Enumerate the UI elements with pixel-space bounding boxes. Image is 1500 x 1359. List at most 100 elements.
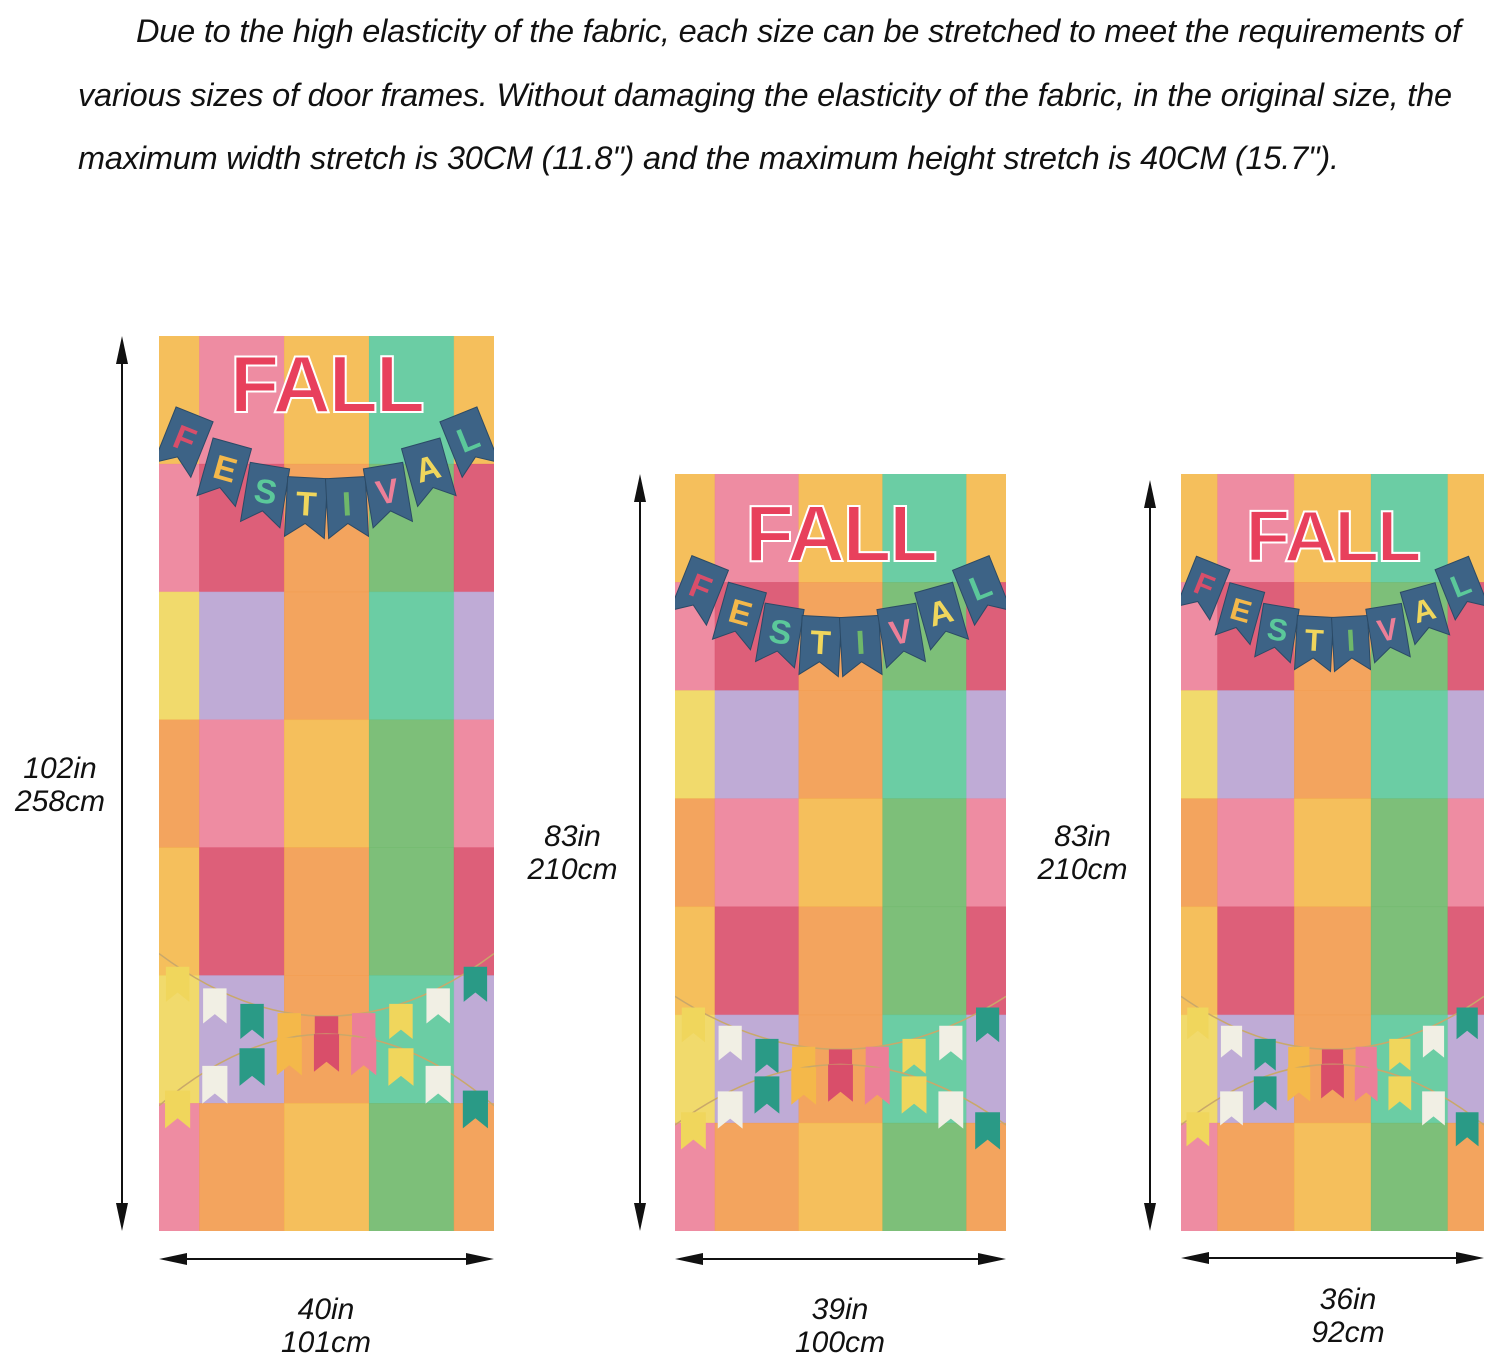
check-tile xyxy=(159,719,200,848)
check-tile xyxy=(453,975,494,1104)
festival-flag: L xyxy=(951,555,1006,627)
check-tile xyxy=(798,474,883,583)
check-tile xyxy=(882,798,967,908)
pennant-flag xyxy=(939,1025,963,1061)
check-tile xyxy=(159,847,200,976)
pennant-flag xyxy=(1354,1067,1378,1102)
pennant-flag xyxy=(938,1091,964,1129)
check-tile xyxy=(714,1122,800,1231)
pennant-flag xyxy=(313,1034,340,1072)
pennant-flag xyxy=(389,1003,413,1039)
pennant-flag xyxy=(828,1064,853,1102)
check-tile xyxy=(1447,798,1484,908)
check-tile xyxy=(453,1103,494,1231)
check-tile xyxy=(1294,690,1372,799)
check-tile xyxy=(798,690,883,799)
width-cm-large: 101cm xyxy=(280,1326,372,1359)
check-tile xyxy=(1294,474,1372,583)
width-label-small: 36in 92cm xyxy=(1268,1283,1428,1349)
check-tile xyxy=(1447,1014,1484,1124)
pennant-flag xyxy=(202,1065,228,1104)
check-tile xyxy=(1181,798,1218,908)
check-tile xyxy=(1370,798,1449,908)
pennant-flag xyxy=(680,1112,706,1150)
pennant-flag xyxy=(1220,1091,1243,1126)
check-tile xyxy=(284,591,370,721)
height-arrow-medium xyxy=(630,474,650,1231)
festival-flag: A xyxy=(1399,582,1451,646)
height-cm-medium: 210cm xyxy=(527,853,618,886)
width-in-large: 40in xyxy=(297,1293,355,1326)
pennant-flag xyxy=(1389,1038,1411,1071)
width-in-medium: 39in xyxy=(811,1293,869,1326)
pennant-flag xyxy=(976,1007,1000,1043)
pennant-flag xyxy=(240,1003,264,1039)
check-tile xyxy=(1181,690,1218,799)
festival-flag: I xyxy=(838,614,883,678)
check-tile xyxy=(199,719,285,848)
festival-flag: F xyxy=(159,406,214,479)
pennant-flag xyxy=(1456,1007,1478,1040)
festival-flag: T xyxy=(798,614,843,678)
check-tile xyxy=(453,591,494,721)
pennant-flag xyxy=(864,1067,890,1105)
check-tile xyxy=(798,798,883,908)
check-tile xyxy=(882,474,967,583)
check-tile xyxy=(453,463,494,593)
check-tile xyxy=(1447,1122,1484,1231)
check-tile xyxy=(368,1103,455,1231)
check-tile xyxy=(1370,690,1449,799)
width-label-medium: 39in 100cm xyxy=(760,1293,920,1359)
festival-flag: F xyxy=(675,555,730,627)
pennant-flag xyxy=(1253,1076,1277,1111)
fall-title: FALL xyxy=(1246,496,1420,577)
height-label-small: 83in 210cm xyxy=(1020,820,1145,886)
festival-flag: V xyxy=(876,602,927,669)
festival-flag: S xyxy=(754,602,805,669)
height-in-medium: 83in xyxy=(544,820,601,853)
width-in-small: 36in xyxy=(1319,1283,1377,1316)
check-tile xyxy=(1370,474,1449,583)
festival-letter: I xyxy=(341,485,352,523)
festival-flag: A xyxy=(400,437,457,508)
check-tile xyxy=(284,336,370,465)
check-tile xyxy=(1217,798,1295,908)
festival-flag: E xyxy=(711,581,767,651)
width-cm-medium: 100cm xyxy=(794,1326,886,1359)
check-tile xyxy=(675,690,716,799)
door-cover-medium: F E S T I V A L FALL xyxy=(675,474,1006,1231)
check-tile xyxy=(368,591,455,721)
pennant-flag xyxy=(718,1025,742,1061)
check-tile xyxy=(714,474,800,583)
check-tile xyxy=(1370,906,1449,1016)
check-tile xyxy=(368,847,455,976)
check-tile xyxy=(882,906,967,1016)
festival-letter: I xyxy=(1346,624,1356,658)
height-in-small: 83in xyxy=(1054,820,1111,853)
pennant-flag xyxy=(239,1048,265,1086)
pennant-flag xyxy=(901,1076,927,1114)
pennant-flag xyxy=(165,1090,191,1129)
check-tile xyxy=(1217,1122,1295,1231)
pennant-flag xyxy=(1287,1067,1311,1102)
fall-title: FALL xyxy=(230,340,423,430)
festival-flag: I xyxy=(324,476,370,540)
pennant-flag xyxy=(1186,1112,1210,1147)
check-tile xyxy=(284,847,370,976)
pennant-flag xyxy=(1254,1038,1276,1071)
check-tile xyxy=(159,591,200,721)
width-arrow-small xyxy=(1181,1248,1484,1268)
pennant-flag xyxy=(1455,1112,1479,1147)
check-tile xyxy=(1294,1122,1372,1231)
festival-letter: I xyxy=(855,625,866,662)
check-tile xyxy=(1217,906,1295,1016)
height-arrow-small xyxy=(1140,480,1160,1231)
festival-flag: F xyxy=(1181,555,1231,622)
pennant-flag xyxy=(717,1091,743,1129)
festival-flag: E xyxy=(196,437,253,508)
check-tile xyxy=(368,719,455,848)
height-label-large: 102in 258cm xyxy=(0,752,120,818)
pennant-flag xyxy=(1388,1076,1412,1111)
width-label-large: 40in 101cm xyxy=(246,1293,406,1359)
check-tile xyxy=(675,798,716,908)
